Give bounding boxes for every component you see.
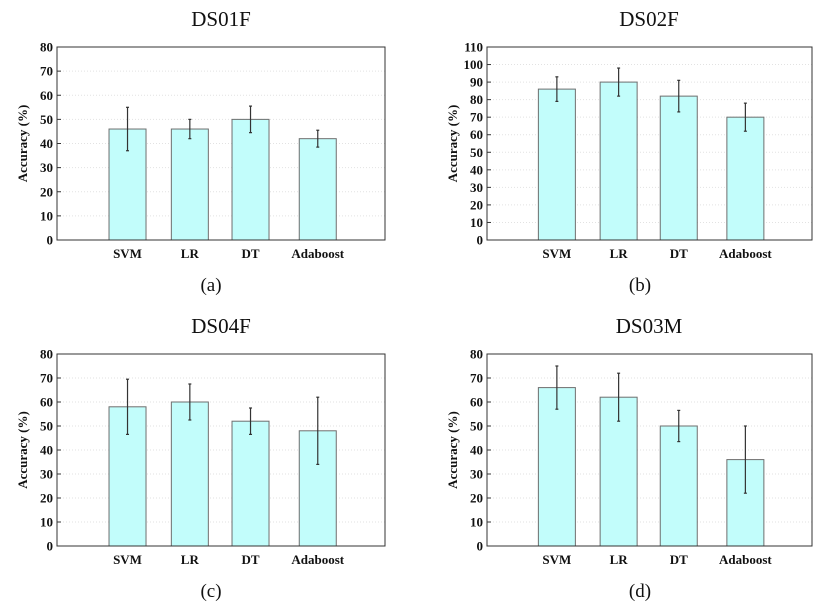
y-tick-label: 0 <box>47 539 54 554</box>
y-tick-label: 40 <box>470 162 483 177</box>
y-tick-label: 50 <box>470 145 483 160</box>
x-category-label-svm: SVM <box>113 246 142 261</box>
x-category-label-dt: DT <box>670 552 688 567</box>
y-axis-label: Accuracy (%) <box>445 411 460 489</box>
chart-title: DS02F <box>619 7 679 31</box>
x-category-label-dt: DT <box>670 246 688 261</box>
y-axis-label: Accuracy (%) <box>15 105 30 183</box>
bar-dt <box>659 95 698 241</box>
y-tick-label: 20 <box>470 197 483 212</box>
chart-title: DS03M <box>616 314 683 338</box>
panel-caption: (d) <box>629 581 651 602</box>
y-tick-label: 60 <box>470 127 483 142</box>
y-axis-label: Accuracy (%) <box>445 105 460 183</box>
y-tick-label: 40 <box>40 443 53 458</box>
chart-panel-ds02f: 0 10 20 30 40 50 60 70 80 90 100 110 SVM LR DT Adaboost… <box>445 7 813 296</box>
y-tick-label: 60 <box>470 395 483 410</box>
y-axis-label: Accuracy (%) <box>15 411 30 489</box>
y-tick-label: 90 <box>470 75 483 90</box>
bar-dt <box>231 420 270 547</box>
y-tick-label: 50 <box>40 419 53 434</box>
bar-adaboost <box>298 138 337 241</box>
panel-caption: (a) <box>200 275 221 296</box>
y-tick-label: 60 <box>40 88 53 103</box>
bar-dt <box>659 425 698 547</box>
y-tick-label: 110 <box>464 40 483 55</box>
x-category-label-adaboost: Adaboost <box>719 552 772 567</box>
panel-caption: (b) <box>629 275 651 296</box>
y-tick-label: 30 <box>470 180 483 195</box>
x-category-label-svm: SVM <box>542 552 571 567</box>
plot-frame <box>486 353 813 547</box>
y-tick-label: 50 <box>470 419 483 434</box>
bar-lr <box>599 396 638 547</box>
bar-adaboost <box>726 116 765 241</box>
x-category-label-lr: LR <box>610 552 629 567</box>
chart-panel-ds04f: 0 10 20 30 40 50 60 70 80 SVM LR DT Adaboost Accuracy… <box>15 314 386 602</box>
y-tick-label: 70 <box>470 371 483 386</box>
chart-title: DS04F <box>191 314 251 338</box>
bar-lr <box>599 81 638 241</box>
y-tick-label: 70 <box>40 371 53 386</box>
plot-frame <box>486 46 813 241</box>
y-tick-label: 40 <box>40 136 53 151</box>
x-category-label-lr: LR <box>181 246 200 261</box>
y-tick-label: 100 <box>464 57 484 72</box>
x-category-label-adaboost: Adaboost <box>291 552 344 567</box>
plot-frame <box>56 46 386 241</box>
x-category-label-adaboost: Adaboost <box>291 246 344 261</box>
bar-svm <box>537 88 576 241</box>
y-tick-label: 20 <box>470 491 483 506</box>
bar-dt <box>231 118 270 241</box>
x-category-label-svm: SVM <box>542 246 571 261</box>
x-category-label-adaboost: Adaboost <box>719 246 772 261</box>
y-tick-label: 20 <box>40 184 53 199</box>
y-tick-label: 10 <box>40 208 53 223</box>
y-tick-label: 50 <box>40 112 53 127</box>
y-tick-label: 80 <box>40 347 53 362</box>
y-tick-label: 20 <box>40 491 53 506</box>
y-tick-label: 0 <box>477 233 484 248</box>
x-category-label-lr: LR <box>181 552 200 567</box>
y-tick-label: 60 <box>40 395 53 410</box>
bar-svm <box>537 387 576 547</box>
y-tick-label: 0 <box>477 539 484 554</box>
y-tick-label: 10 <box>470 215 483 230</box>
y-tick-label: 30 <box>470 467 483 482</box>
y-tick-label: 80 <box>470 92 483 107</box>
y-tick-label: 30 <box>40 160 53 175</box>
chart-panel-ds01f: 0 10 20 30 40 50 60 70 80 SVM LR DT Adaboost Accuracy… <box>15 7 386 296</box>
chart-panel-ds03m: 0 10 20 30 40 50 60 70 80 SVM LR DT Adaboost Accuracy… <box>445 314 813 602</box>
plot-frame <box>56 353 386 547</box>
chart-title: DS01F <box>191 7 251 31</box>
y-tick-label: 80 <box>40 40 53 55</box>
y-tick-label: 10 <box>470 515 483 530</box>
x-category-label-dt: DT <box>241 246 259 261</box>
y-tick-label: 80 <box>470 347 483 362</box>
y-tick-label: 30 <box>40 467 53 482</box>
y-tick-label: 0 <box>47 233 54 248</box>
panel-caption: (c) <box>200 581 221 602</box>
y-tick-label: 70 <box>40 64 53 79</box>
x-category-label-dt: DT <box>241 552 259 567</box>
x-category-label-lr: LR <box>610 246 629 261</box>
x-category-label-svm: SVM <box>113 552 142 567</box>
y-tick-label: 70 <box>470 110 483 125</box>
bar-lr <box>170 401 209 547</box>
bar-lr <box>170 128 209 241</box>
y-tick-label: 10 <box>40 515 53 530</box>
y-tick-label: 40 <box>470 443 483 458</box>
